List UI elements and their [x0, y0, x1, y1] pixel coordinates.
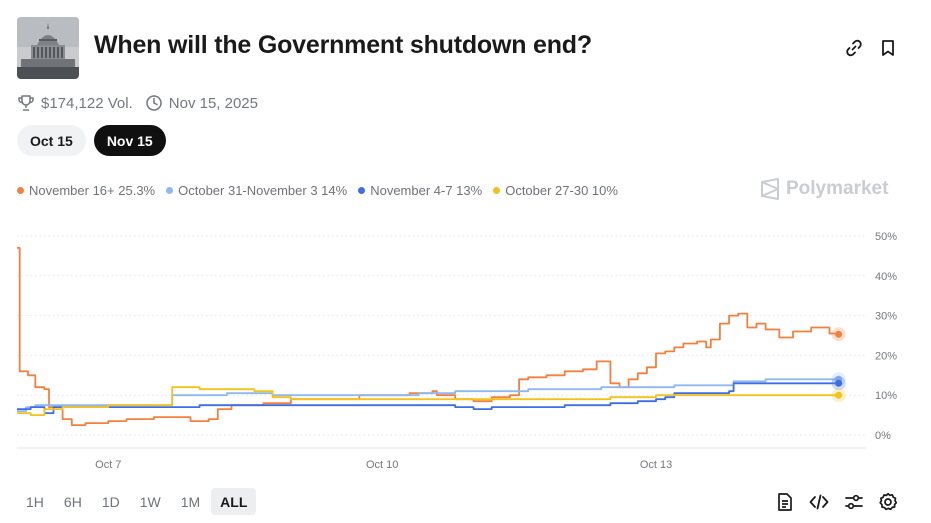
- y-tick-label: 0%: [875, 430, 891, 442]
- legend-label: November 16+ 25.3%: [29, 183, 156, 198]
- series-end-dot-2: [835, 379, 843, 387]
- series-end-dot-3: [835, 391, 843, 399]
- legend-dot: [17, 187, 24, 194]
- document-icon[interactable]: [775, 492, 795, 512]
- tab-nov-15[interactable]: Nov 15: [93, 125, 166, 156]
- bookmark-icon[interactable]: [878, 38, 898, 58]
- polymarket-logo-icon: [761, 178, 779, 200]
- series-line-2: [17, 382, 839, 414]
- gear-icon[interactable]: [878, 492, 898, 512]
- chart-legend: November 16+ 25.3% October 31-November 3…: [17, 183, 629, 198]
- x-tick-label: Oct 13: [640, 459, 672, 471]
- code-icon[interactable]: [809, 492, 829, 512]
- y-tick-label: 50%: [875, 231, 897, 243]
- time-range-selector: 1H 6H 1D 1W 1M ALL: [17, 488, 257, 515]
- price-chart[interactable]: 0% 10% 20% 30% 40% 50% Oct 7 Oct 10 Oct 13: [0, 220, 931, 482]
- capitol-image: [17, 17, 79, 79]
- range-1m[interactable]: 1M: [180, 493, 201, 510]
- legend-dot: [166, 187, 174, 194]
- series-line-3: [17, 386, 839, 416]
- volume-text: $174,122 Vol.: [41, 94, 133, 112]
- x-tick-label: Oct 7: [95, 459, 121, 471]
- sliders-icon[interactable]: [844, 492, 864, 512]
- brand-name: Polymarket: [786, 178, 889, 199]
- trophy-icon: [18, 95, 34, 111]
- legend-label: October 27-30 10%: [505, 183, 618, 198]
- x-tick-label: Oct 10: [366, 459, 398, 471]
- legend-item-nov4: November 4-7 13%: [358, 183, 482, 198]
- y-tick-label: 10%: [875, 390, 897, 402]
- date-tabs: Oct 15 Nov 15: [17, 125, 166, 156]
- market-meta: $174,122 Vol. Nov 15, 2025: [17, 94, 258, 112]
- legend-label: November 4-7 13%: [370, 183, 483, 198]
- range-all[interactable]: ALL: [211, 488, 257, 515]
- end-date-text: Nov 15, 2025: [168, 94, 258, 112]
- tab-oct-15[interactable]: Oct 15: [17, 125, 86, 156]
- legend-label: October 31-November 3 14%: [178, 183, 348, 198]
- page-title: When will the Government shutdown end?: [94, 31, 592, 59]
- link-icon[interactable]: [844, 38, 864, 58]
- range-1d[interactable]: 1D: [101, 493, 120, 510]
- range-1w[interactable]: 1W: [139, 493, 161, 510]
- legend-dot: [493, 187, 501, 194]
- market-thumbnail: [17, 17, 79, 79]
- series-line-1: [17, 378, 839, 412]
- y-tick-label: 40%: [875, 271, 897, 283]
- y-tick-label: 30%: [875, 311, 897, 323]
- legend-item-oct31: October 31-November 3 14%: [166, 183, 347, 198]
- clock-icon: [146, 95, 162, 111]
- legend-item-nov16: November 16+ 25.3%: [17, 183, 155, 198]
- y-tick-label: 20%: [875, 350, 897, 362]
- series-end-dot-0: [835, 330, 843, 338]
- range-1h[interactable]: 1H: [26, 493, 44, 510]
- legend-item-oct27: October 27-30 10%: [493, 183, 618, 198]
- legend-dot: [358, 187, 366, 194]
- series-line-0: [17, 247, 840, 426]
- polymarket-watermark: Polymarket: [760, 178, 888, 200]
- range-6h[interactable]: 6H: [63, 493, 82, 510]
